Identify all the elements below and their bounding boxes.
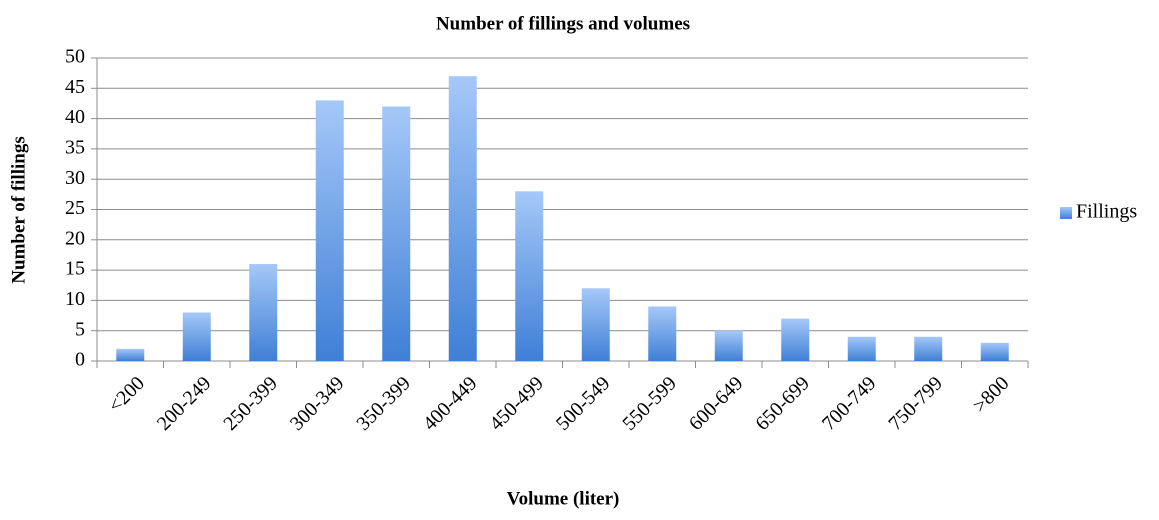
y-axis-label: Number of fillings [8,136,29,283]
bar [980,342,1009,361]
x-tick-label: 250-399 [219,372,282,435]
x-tick-label: >800 [969,372,1014,417]
bar [714,330,743,361]
x-tick-label: 500-549 [552,372,615,435]
x-tick-label: 450-499 [485,372,548,435]
y-tick-label: 5 [75,318,85,340]
x-tick-label: 550-599 [618,372,681,435]
x-tick-label: 300-349 [286,372,349,435]
x-tick-label: 200-249 [153,372,216,435]
bar [581,288,610,361]
y-tick-label: 40 [65,106,85,128]
x-axis-label: Volume (liter) [507,488,620,509]
y-tick-label: 35 [65,136,85,158]
x-tick-label: 750-799 [884,372,947,435]
x-tick-label: <200 [104,372,149,417]
x-tick-label: 400-449 [419,372,482,435]
bar [182,312,211,361]
y-tick-label: 20 [65,227,85,249]
y-tick-label: 10 [65,288,85,310]
chart-title: Number of fillings and volumes [436,13,690,34]
bar [847,336,876,361]
bar [448,76,477,362]
bar [914,336,943,361]
bar [781,318,810,361]
bar [249,264,278,361]
x-tick-label: 700-749 [818,372,881,435]
y-tick-label: 45 [65,76,85,98]
y-tick-label: 30 [65,167,85,189]
x-tick-label: 600-649 [685,372,748,435]
y-tick-label: 0 [75,349,85,371]
legend-label: Fillings [1076,201,1137,223]
bar [515,191,544,361]
bar [648,306,677,361]
y-tick-label: 15 [65,258,85,280]
y-tick-label: 50 [65,46,85,68]
legend-swatch [1060,207,1072,219]
bar [315,100,344,362]
x-tick-label: 650-699 [751,372,814,435]
x-tick-label: 350-399 [352,372,415,435]
bar [382,106,411,361]
y-tick-label: 25 [65,197,85,219]
bar [116,348,145,361]
